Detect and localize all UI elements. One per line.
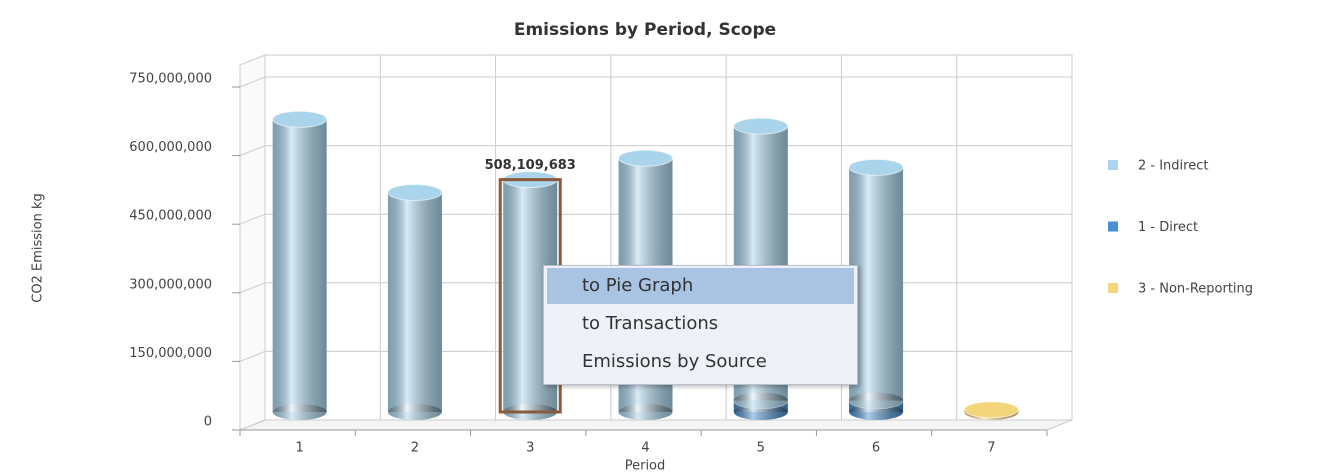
legend-swatch	[1108, 221, 1118, 232]
x-tick-label: 1	[296, 441, 304, 456]
data-label: 508,109,683	[485, 158, 576, 173]
menu-item[interactable]: Emissions by Source	[582, 351, 767, 372]
legend-swatch	[1108, 283, 1118, 293]
bar-shade	[272, 119, 327, 412]
y-tick-label: 300,000,000	[129, 277, 212, 292]
bar-cap	[272, 110, 328, 128]
plot: 0 150,000,000 300,000,000 450,000,000 600,00…	[129, 54, 1073, 456]
y-tick-label: 0	[204, 415, 212, 430]
legend-label: 1 - Direct	[1138, 220, 1198, 235]
chart-title: Emissions by Period, Scope	[514, 20, 776, 40]
x-tick-label: 2	[411, 441, 419, 456]
x-tick-label: 4	[641, 441, 649, 456]
grid-line-side	[239, 76, 266, 88]
grid-line-side	[239, 282, 266, 294]
y-axis-label: CO2 Emission kg	[31, 193, 46, 302]
x-tick-label: 7	[987, 441, 995, 456]
x-axis-label: Period	[625, 459, 666, 474]
legend-swatch	[1108, 160, 1118, 170]
x-tick-label: 5	[757, 441, 765, 456]
bar-shade	[849, 167, 904, 401]
menu-item[interactable]: to Transactions	[582, 313, 719, 334]
y-tick-label: 750,000,000	[129, 72, 212, 87]
side-wall	[239, 54, 266, 431]
grid-line-side	[239, 419, 266, 431]
legend-label: 2 - Indirect	[1138, 159, 1208, 174]
grid-line-side	[239, 350, 266, 362]
bar-cap	[387, 183, 443, 201]
y-tick-label: 600,000,000	[129, 140, 212, 155]
y-tick-label: 450,000,000	[129, 209, 212, 224]
grid-line-side	[239, 145, 266, 157]
y-tick-label: 150,000,000	[129, 346, 212, 361]
x-tick-label: 3	[526, 441, 534, 456]
grid-line-side	[239, 213, 266, 225]
legend-label: 3 - Non-Reporting	[1138, 282, 1253, 297]
floor	[239, 419, 1073, 431]
menu-item[interactable]: to Pie Graph	[547, 268, 854, 304]
bar-cap	[733, 117, 789, 135]
bar-cap	[963, 401, 1019, 419]
bar-cap	[618, 149, 673, 167]
context-menu[interactable]: to Pie Graph to Transactions Emissions by …	[543, 265, 858, 385]
bar-cap	[848, 158, 904, 176]
x-tick-label: 6	[872, 441, 880, 456]
bar-shade	[387, 192, 442, 412]
